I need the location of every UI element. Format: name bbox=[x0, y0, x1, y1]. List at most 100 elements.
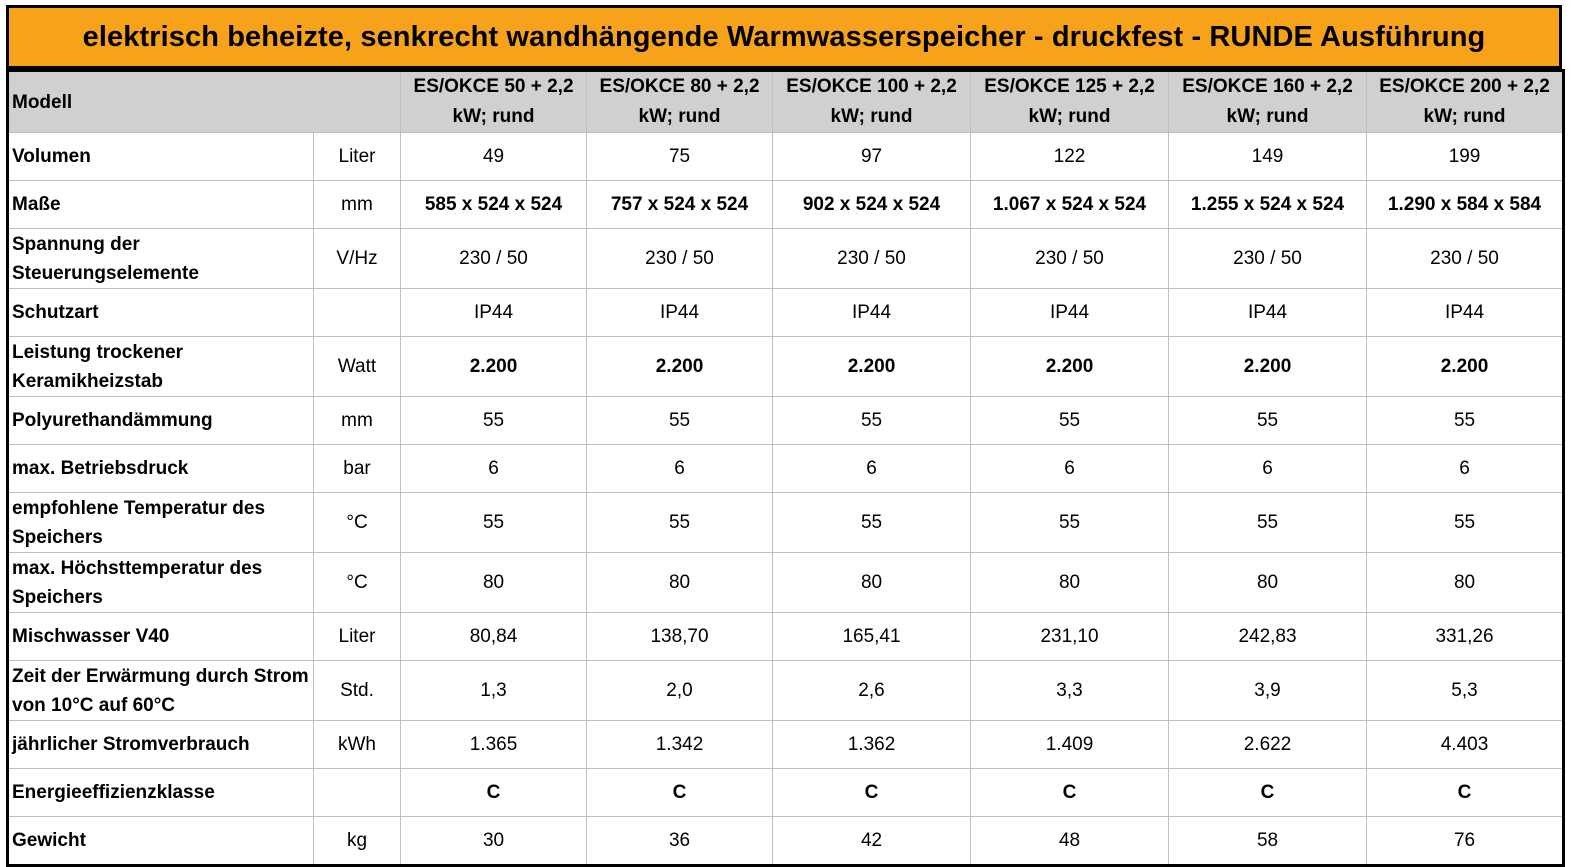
table-cell: 42 bbox=[772, 816, 972, 866]
table-cell: 231,10 bbox=[970, 612, 1170, 661]
table-cell: 6 bbox=[400, 444, 588, 493]
table-cell: 1.362 bbox=[772, 720, 972, 769]
table-row: Mischwasser V40 Liter 80,84 138,70 165,4… bbox=[7, 612, 1565, 661]
table-cell: 1.067 x 524 x 524 bbox=[970, 180, 1170, 229]
header-row: Modell ES/OKCE 50 + 2,2 kW; rund ES/OKCE… bbox=[7, 70, 1565, 133]
row-unit: mm bbox=[312, 396, 402, 445]
table-cell: 48 bbox=[970, 816, 1170, 866]
table-cell: 36 bbox=[586, 816, 774, 866]
table-row: Polyurethandämmung mm 55 55 55 55 55 55 bbox=[7, 396, 1565, 445]
table-cell: 80 bbox=[1366, 552, 1565, 613]
table-cell: IP44 bbox=[586, 288, 774, 337]
row-unit: kg bbox=[312, 816, 402, 866]
table-cell: 1.342 bbox=[586, 720, 774, 769]
model-header: ES/OKCE 50 + 2,2 kW; rund bbox=[400, 70, 588, 133]
table-cell: 165,41 bbox=[772, 612, 972, 661]
model-header: ES/OKCE 80 + 2,2 kW; rund bbox=[586, 70, 774, 133]
table-cell: 902 x 524 x 524 bbox=[772, 180, 972, 229]
model-header: ES/OKCE 100 + 2,2 kW; rund bbox=[772, 70, 972, 133]
table-row: max. Betriebsdruck bar 6 6 6 6 6 6 bbox=[7, 444, 1565, 493]
table-cell: 585 x 524 x 524 bbox=[400, 180, 588, 229]
table-row: jährlicher Stromverbrauch kWh 1.365 1.34… bbox=[7, 720, 1565, 769]
table-cell: 6 bbox=[586, 444, 774, 493]
table-cell: 6 bbox=[1168, 444, 1368, 493]
table-cell: 6 bbox=[772, 444, 972, 493]
table-cell: 3,3 bbox=[970, 660, 1170, 721]
table-cell: 122 bbox=[970, 132, 1170, 181]
table-row: empfohlene Temperatur des Speichers °C 5… bbox=[7, 492, 1565, 553]
table-cell: 757 x 524 x 524 bbox=[586, 180, 774, 229]
row-unit: V/Hz bbox=[312, 228, 402, 289]
table-cell: C bbox=[1168, 768, 1368, 817]
table-cell: 55 bbox=[772, 492, 972, 553]
table-cell: 55 bbox=[1168, 492, 1368, 553]
table-cell: 55 bbox=[772, 396, 972, 445]
table-cell: 230 / 50 bbox=[586, 228, 774, 289]
table-cell: 80 bbox=[970, 552, 1170, 613]
table-cell: 230 / 50 bbox=[1366, 228, 1565, 289]
table-cell: 149 bbox=[1168, 132, 1368, 181]
table-cell: 55 bbox=[1366, 396, 1565, 445]
table-cell: IP44 bbox=[1168, 288, 1368, 337]
row-unit: bar bbox=[312, 444, 402, 493]
table-cell: 55 bbox=[970, 492, 1170, 553]
row-unit: mm bbox=[312, 180, 402, 229]
table-cell: C bbox=[400, 768, 588, 817]
row-unit: Watt bbox=[312, 336, 402, 397]
table-cell: IP44 bbox=[772, 288, 972, 337]
table-cell: 199 bbox=[1366, 132, 1565, 181]
row-unit: °C bbox=[312, 552, 402, 613]
table-cell: 6 bbox=[1366, 444, 1565, 493]
table-row: Gewicht kg 30 36 42 48 58 76 bbox=[7, 816, 1565, 866]
table-cell: 1.255 x 524 x 524 bbox=[1168, 180, 1368, 229]
table-cell: 80 bbox=[400, 552, 588, 613]
row-label: Maße bbox=[7, 180, 314, 229]
model-header: ES/OKCE 200 + 2,2 kW; rund bbox=[1366, 70, 1565, 133]
spec-table: Modell ES/OKCE 50 + 2,2 kW; rund ES/OKCE… bbox=[6, 69, 1566, 867]
row-label: jährlicher Stromverbrauch bbox=[7, 720, 314, 769]
row-label: Energieeffizienzklasse bbox=[7, 768, 314, 817]
table-cell: 55 bbox=[586, 492, 774, 553]
table-cell: 58 bbox=[1168, 816, 1368, 866]
table-cell: IP44 bbox=[400, 288, 588, 337]
table-cell: 80 bbox=[772, 552, 972, 613]
table-row: max. Höchsttemperatur des Speichers °C 8… bbox=[7, 552, 1565, 613]
table-cell: 138,70 bbox=[586, 612, 774, 661]
row-label: Leistung trockener Keramikheizstab bbox=[7, 336, 314, 397]
table-cell: 2,0 bbox=[586, 660, 774, 721]
header-label: Modell bbox=[7, 70, 402, 133]
table-cell: 5,3 bbox=[1366, 660, 1565, 721]
table-cell: 2.200 bbox=[1366, 336, 1565, 397]
table-cell: 80 bbox=[1168, 552, 1368, 613]
row-unit: Liter bbox=[312, 132, 402, 181]
row-label: max. Betriebsdruck bbox=[7, 444, 314, 493]
table-cell: 1.290 x 584 x 584 bbox=[1366, 180, 1565, 229]
table-cell: 3,9 bbox=[1168, 660, 1368, 721]
table-cell: 2.200 bbox=[772, 336, 972, 397]
table-row: Volumen Liter 49 75 97 122 149 199 bbox=[7, 132, 1565, 181]
table-cell: 6 bbox=[970, 444, 1170, 493]
table-cell: 75 bbox=[586, 132, 774, 181]
table-cell: 55 bbox=[970, 396, 1170, 445]
table-cell: 230 / 50 bbox=[772, 228, 972, 289]
row-label: Polyurethandämmung bbox=[7, 396, 314, 445]
row-label: max. Höchsttemperatur des Speichers bbox=[7, 552, 314, 613]
table-cell: 80,84 bbox=[400, 612, 588, 661]
table-cell: 2.200 bbox=[1168, 336, 1368, 397]
sheet-title: elektrisch beheizte, senkrecht wandhänge… bbox=[6, 5, 1562, 69]
table-cell: 4.403 bbox=[1366, 720, 1565, 769]
table-row: Zeit der Erwärmung durch Strom von 10°C … bbox=[7, 660, 1565, 721]
table-cell: 49 bbox=[400, 132, 588, 181]
table-cell: C bbox=[586, 768, 774, 817]
table-cell: 55 bbox=[1168, 396, 1368, 445]
table-cell: 2.622 bbox=[1168, 720, 1368, 769]
model-header: ES/OKCE 125 + 2,2 kW; rund bbox=[970, 70, 1170, 133]
row-label: Gewicht bbox=[7, 816, 314, 866]
row-label: empfohlene Temperatur des Speichers bbox=[7, 492, 314, 553]
table-cell: 30 bbox=[400, 816, 588, 866]
row-label: Volumen bbox=[7, 132, 314, 181]
table-cell: C bbox=[772, 768, 972, 817]
table-row: Maße mm 585 x 524 x 524 757 x 524 x 524 … bbox=[7, 180, 1565, 229]
table-cell: 80 bbox=[586, 552, 774, 613]
table-cell: C bbox=[970, 768, 1170, 817]
